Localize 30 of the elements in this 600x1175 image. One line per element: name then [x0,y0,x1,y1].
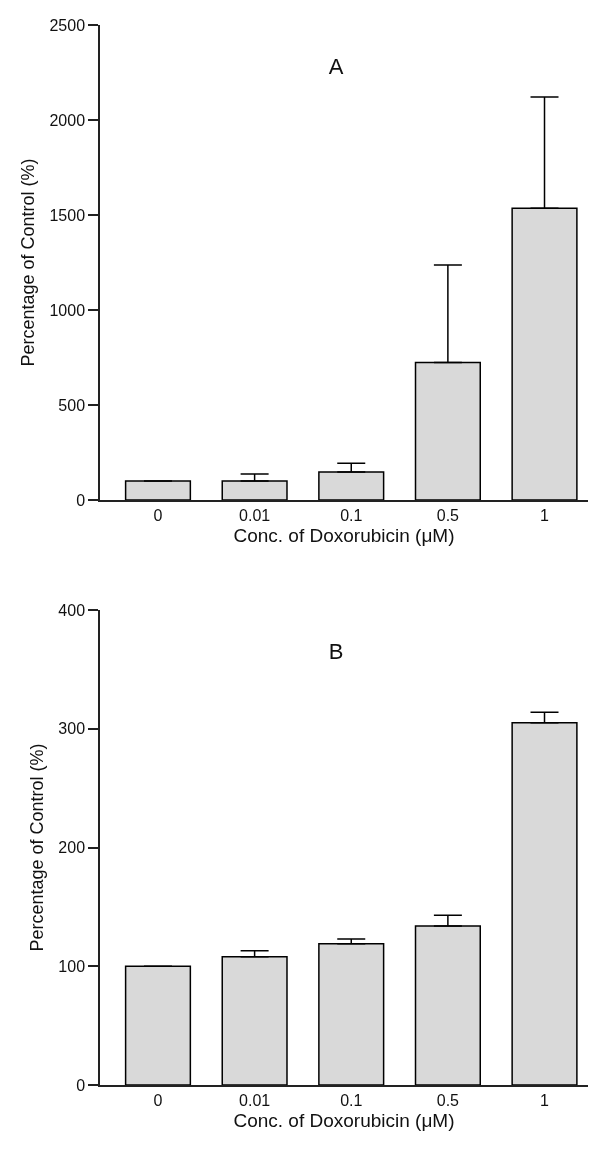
y-tick-label: 400 [58,601,86,619]
x-tick-label: 0.01 [239,1091,271,1109]
y-tick-label: 1500 [49,206,86,224]
x-axis-title: Conc. of Doxorubicin (μM) [233,1110,455,1132]
x-tick-label: 0.1 [340,1091,363,1109]
bar [124,480,192,500]
x-tick-label: 0 [153,1091,163,1109]
x-tick-label: 1 [540,1091,550,1109]
y-axis-title: Percentage of Control (%) [27,743,48,952]
y-tick-label: 2000 [49,111,86,129]
x-tick-label: 0 [153,506,163,524]
x-tick-label: 0.5 [436,1091,460,1109]
text: A [328,53,344,79]
text: B [328,638,344,664]
y-tick-label: 100 [58,957,86,975]
y-tick-label: 2500 [49,16,86,34]
y-tick-label: 0 [76,1076,86,1094]
bar [124,965,192,1085]
x-axis-title: Conc. of Doxorubicin (μM) [233,525,455,547]
x-tick-label: 0.5 [436,506,460,524]
x-tick-label: 0.1 [340,506,363,524]
y-tick-label: 0 [76,491,86,509]
y-tick-label: 300 [58,720,86,738]
x-tick-label: 0.01 [239,506,271,524]
x-tick-label: 1 [540,506,550,524]
y-tick-label: 500 [58,396,86,414]
y-axis-title: Percentage of Control (%) [18,158,39,367]
y-tick-label: 200 [58,839,86,857]
bar [318,942,385,1085]
y-tick-label: 1000 [49,301,86,319]
